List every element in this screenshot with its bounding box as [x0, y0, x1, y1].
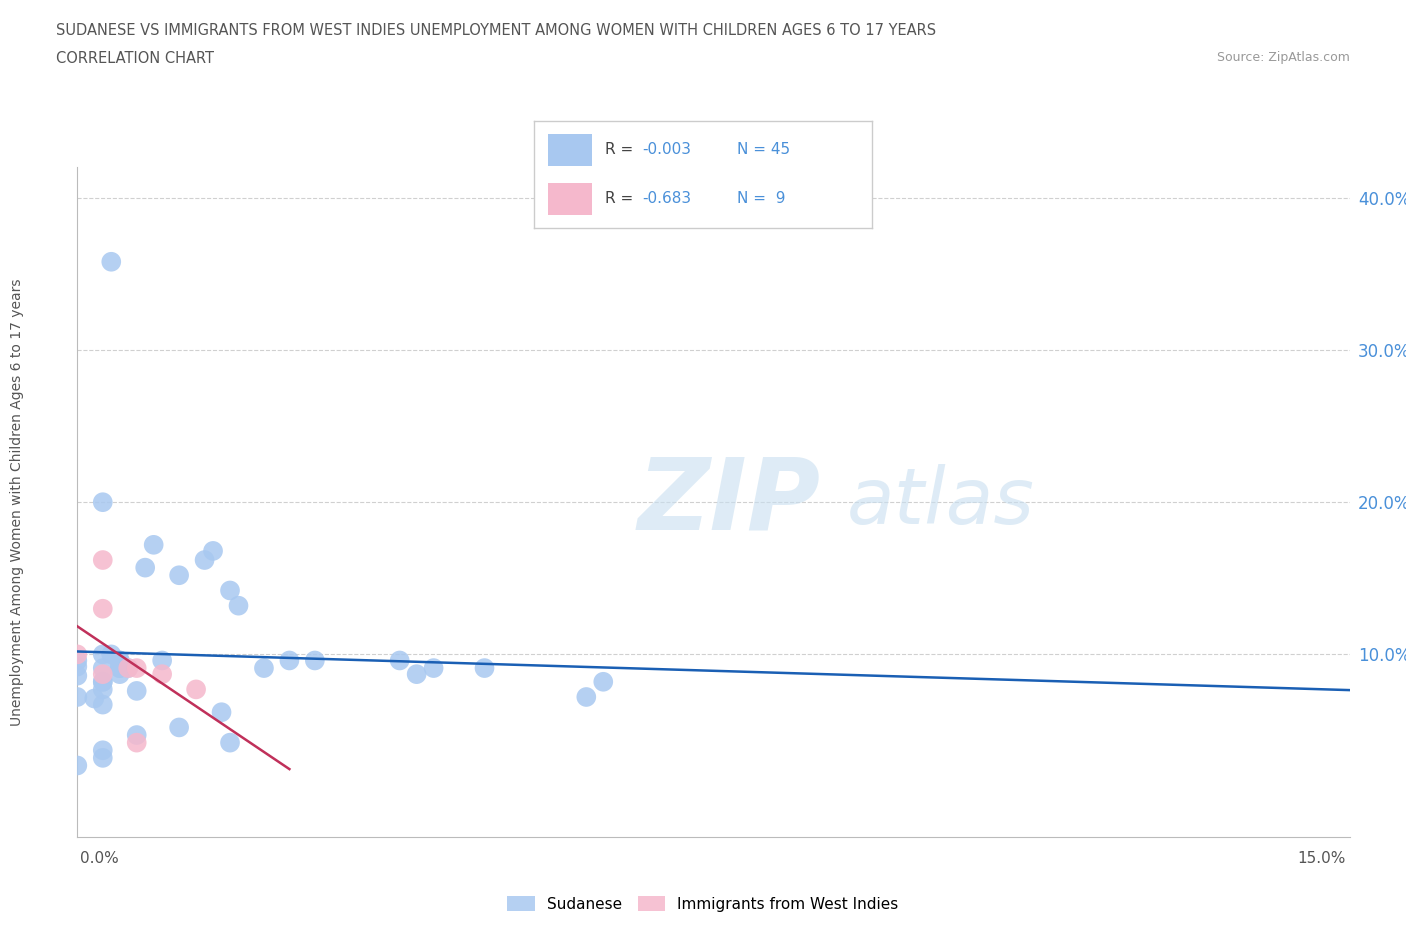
- Point: [66, 669, 89, 684]
- Text: -0.683: -0.683: [643, 192, 692, 206]
- Point: [91, 495, 114, 510]
- Point: [100, 254, 122, 269]
- Point: [91, 647, 114, 662]
- Point: [167, 568, 190, 583]
- Point: [228, 598, 250, 613]
- Point: [211, 705, 233, 720]
- Point: [125, 736, 148, 751]
- Point: [91, 552, 114, 567]
- Point: [100, 647, 122, 662]
- Point: [304, 653, 326, 668]
- Point: [125, 684, 148, 698]
- Point: [219, 736, 242, 751]
- Point: [66, 659, 89, 674]
- Text: 15.0%: 15.0%: [1298, 851, 1346, 866]
- Point: [405, 667, 427, 682]
- Point: [91, 667, 114, 682]
- Bar: [548, 183, 592, 215]
- Point: [108, 653, 131, 668]
- Point: [142, 538, 165, 552]
- Bar: [548, 134, 592, 166]
- Point: [388, 653, 411, 668]
- Point: [125, 727, 148, 742]
- Point: [91, 660, 114, 675]
- Point: [66, 653, 89, 668]
- Legend: Sudanese, Immigrants from West Indies: Sudanese, Immigrants from West Indies: [502, 889, 904, 918]
- Text: Unemployment Among Women with Children Ages 6 to 17 years: Unemployment Among Women with Children A…: [10, 278, 24, 726]
- Point: [150, 667, 173, 682]
- Point: [91, 698, 114, 712]
- Point: [66, 689, 89, 704]
- Point: [91, 602, 114, 617]
- Text: N = 45: N = 45: [737, 142, 790, 157]
- Point: [253, 660, 276, 675]
- Point: [66, 647, 89, 662]
- Point: [117, 660, 139, 675]
- Point: [117, 660, 139, 675]
- Point: [66, 758, 89, 773]
- Text: Source: ZipAtlas.com: Source: ZipAtlas.com: [1216, 51, 1350, 64]
- Point: [194, 552, 217, 567]
- Point: [202, 543, 225, 558]
- Text: SUDANESE VS IMMIGRANTS FROM WEST INDIES UNEMPLOYMENT AMONG WOMEN WITH CHILDREN A: SUDANESE VS IMMIGRANTS FROM WEST INDIES …: [56, 23, 936, 38]
- Point: [474, 660, 496, 675]
- Point: [125, 660, 148, 675]
- Point: [108, 667, 131, 682]
- Point: [150, 653, 173, 668]
- Text: -0.003: -0.003: [643, 142, 692, 157]
- Point: [422, 660, 444, 675]
- Point: [592, 674, 614, 689]
- Point: [91, 674, 114, 689]
- Text: ZIP: ZIP: [637, 454, 820, 551]
- Point: [91, 743, 114, 758]
- Point: [108, 653, 131, 668]
- Point: [575, 689, 598, 704]
- Text: CORRELATION CHART: CORRELATION CHART: [56, 51, 214, 66]
- Point: [167, 720, 190, 735]
- Point: [108, 660, 131, 675]
- Point: [219, 583, 242, 598]
- Point: [184, 682, 207, 697]
- Point: [278, 653, 301, 668]
- Text: R =: R =: [605, 192, 638, 206]
- Text: N =  9: N = 9: [737, 192, 785, 206]
- Text: 0.0%: 0.0%: [80, 851, 120, 866]
- Text: R =: R =: [605, 142, 638, 157]
- Point: [91, 682, 114, 697]
- Point: [91, 674, 114, 689]
- Point: [108, 660, 131, 675]
- Point: [91, 751, 114, 765]
- Text: atlas: atlas: [848, 464, 1035, 540]
- Point: [134, 560, 156, 575]
- Point: [83, 691, 105, 706]
